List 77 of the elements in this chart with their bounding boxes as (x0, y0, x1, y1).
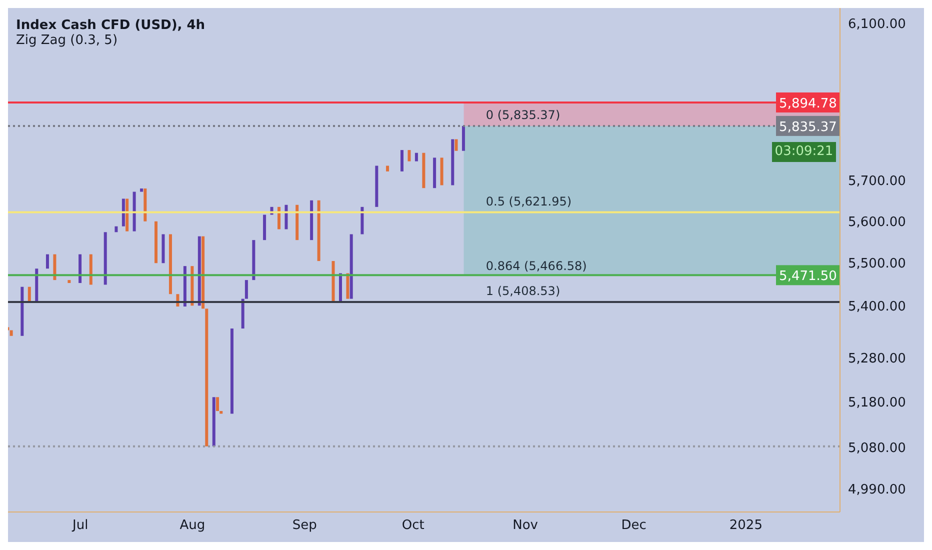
candlestick (126, 198, 129, 232)
candlestick (284, 204, 288, 230)
candlestick (53, 254, 56, 280)
candlestick (183, 266, 186, 307)
candlestick (20, 286, 24, 336)
candlestick (375, 166, 378, 207)
candlestick (122, 198, 125, 226)
candlestick (451, 139, 454, 186)
candlestick (168, 234, 172, 294)
candlestick (220, 411, 223, 414)
annotation: 03:09:21 (772, 142, 836, 162)
candlestick (346, 273, 350, 299)
annotation: 0 (5,835.37) (486, 108, 560, 122)
candlestick (202, 236, 205, 309)
candlestick (230, 328, 234, 414)
x-tick-label: Sep (292, 518, 317, 534)
ref-line-label: 5,471.50 (779, 269, 837, 284)
ref-line-label: 5,835.37 (779, 120, 837, 135)
x-tick-label: Oct (402, 518, 424, 534)
candlestick (414, 152, 418, 162)
candlestick (310, 200, 314, 240)
candlestick (440, 158, 444, 186)
candlestick (332, 261, 335, 302)
candlestick (317, 200, 320, 262)
x-tick-label: Aug (180, 518, 206, 534)
candlestick (386, 166, 390, 172)
candlestick (89, 254, 92, 285)
candlestick (205, 308, 208, 446)
text: Zig Zag (0.3, 5) (16, 33, 119, 48)
candlestick (212, 397, 216, 446)
candlestick (140, 188, 144, 192)
y-tick-label: 5,600.00 (848, 214, 906, 230)
candlestick (400, 150, 404, 172)
candlestick (104, 232, 107, 285)
candlestick (10, 330, 13, 336)
candlestick (244, 280, 248, 299)
candlestick (350, 234, 353, 299)
candlestick (454, 139, 458, 151)
candlestick (162, 234, 165, 264)
candlestick (198, 236, 201, 306)
candlestick (263, 214, 266, 240)
candlestick (422, 152, 426, 188)
candlestick (144, 188, 147, 222)
y-tick-label: 5,280.00 (848, 351, 906, 366)
candlestick (462, 126, 465, 151)
candlestick (114, 226, 118, 232)
y-tick-label: 5,700.00 (848, 174, 906, 189)
x-tick-label: 2025 (729, 518, 762, 534)
candlestick (154, 221, 158, 264)
y-tick-label: 5,400.00 (848, 299, 906, 314)
candlestick (78, 254, 82, 284)
candlestick (35, 268, 38, 302)
y-tick-label: 5,080.00 (848, 440, 906, 456)
y-tick-label: 5,500.00 (848, 256, 906, 272)
y-tick-label: 6,100.00 (848, 16, 906, 32)
x-tick-label: Jul (72, 518, 88, 534)
candlestick (252, 240, 256, 280)
x-tick-label: Nov (512, 518, 538, 534)
ref-line-label: 5,894.78 (779, 96, 837, 112)
text: Index Cash CFD (USD), 4h (16, 18, 206, 33)
x-tick-label: Dec (621, 518, 646, 534)
candlestick (360, 206, 364, 234)
candlestick (433, 158, 436, 188)
candlestick (28, 286, 31, 302)
candlestick (277, 206, 280, 230)
annotation: 0.864 (5,466.58) (486, 259, 587, 274)
candlestick (296, 204, 299, 240)
candlestick (241, 298, 244, 329)
y-tick-label: 4,990.00 (848, 482, 906, 498)
candlestick (132, 192, 136, 232)
annotation: 0.5 (5,621.95) (486, 194, 572, 208)
candlestick (408, 150, 411, 162)
candlestick (46, 254, 49, 269)
candlestick (216, 397, 219, 412)
annotation: 1 (5,408.53) (486, 284, 560, 298)
candlestick (68, 280, 71, 284)
y-tick-label: 5,180.00 (848, 396, 906, 411)
